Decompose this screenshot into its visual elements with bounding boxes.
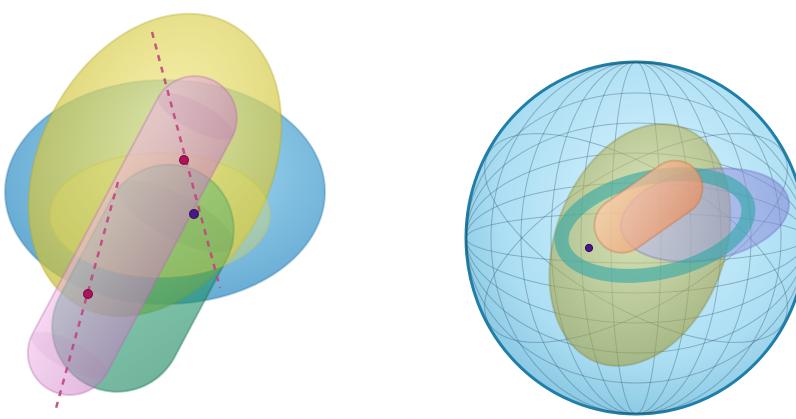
left-axis-line-2: [53, 181, 120, 413]
right-panel: [464, 60, 796, 416]
left-panel: [4, 12, 326, 413]
right-orange-core: [593, 159, 704, 254]
left-point-3: [83, 289, 93, 299]
left-point-1: [179, 155, 189, 165]
right-point: [584, 243, 594, 253]
left-point-2: [189, 209, 199, 219]
